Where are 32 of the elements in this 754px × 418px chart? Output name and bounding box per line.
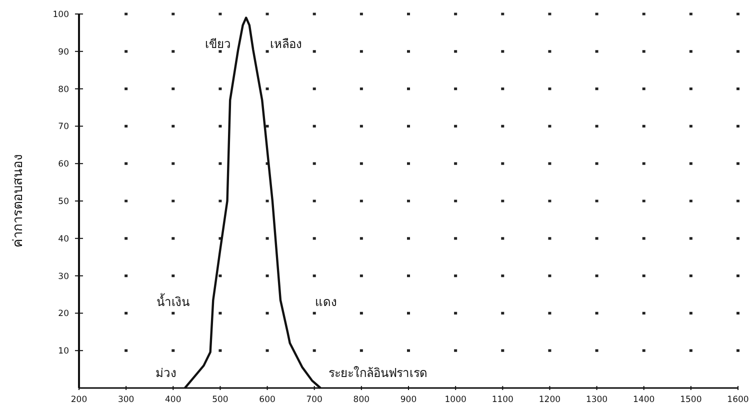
y-tick-label: 50 — [58, 196, 69, 207]
y-tick-label: 80 — [58, 84, 69, 95]
x-tick-label: 1200 — [538, 395, 561, 405]
x-tick-label: 1400 — [633, 395, 655, 405]
y-tick-label: 10 — [58, 346, 69, 357]
x-tick-label: 600 — [259, 395, 276, 405]
x-tick-label: 1000 — [444, 395, 466, 405]
x-tick-label: 800 — [353, 395, 370, 405]
x-tick-label: 700 — [306, 395, 322, 405]
annotation: แดง — [315, 295, 338, 310]
x-tick-label: 400 — [165, 395, 182, 405]
y-tick-label: 30 — [58, 272, 69, 282]
x-tick-label: 300 — [118, 395, 134, 405]
y-tick-label: 100 — [52, 10, 69, 20]
y-tick-label: 40 — [58, 234, 69, 244]
x-tick-label: 1100 — [492, 395, 514, 405]
x-tick-label: 1300 — [586, 395, 608, 405]
y-tick-label: 20 — [58, 309, 69, 320]
x-tick-label: 900 — [400, 395, 417, 405]
x-tick-label: 500 — [212, 395, 228, 405]
x-tick-label: 200 — [70, 395, 88, 405]
annotation: น้ำเงิน — [156, 293, 190, 310]
y-tick-label: 70 — [58, 122, 69, 132]
annotation: เขียว — [204, 37, 231, 52]
y-tick-label: 60 — [58, 160, 69, 170]
annotation: ระยะใกล้อินฟราเรด — [328, 366, 428, 380]
x-tick-label: 1500 — [680, 395, 702, 405]
annotation: ม่วง — [156, 366, 177, 380]
y-axis-title: ค่าการตอบสนอง — [11, 154, 26, 248]
annotation: เหลือง — [270, 37, 302, 52]
x-tick-label: 1600 — [727, 395, 749, 405]
y-tick-label: 90 — [58, 47, 69, 58]
